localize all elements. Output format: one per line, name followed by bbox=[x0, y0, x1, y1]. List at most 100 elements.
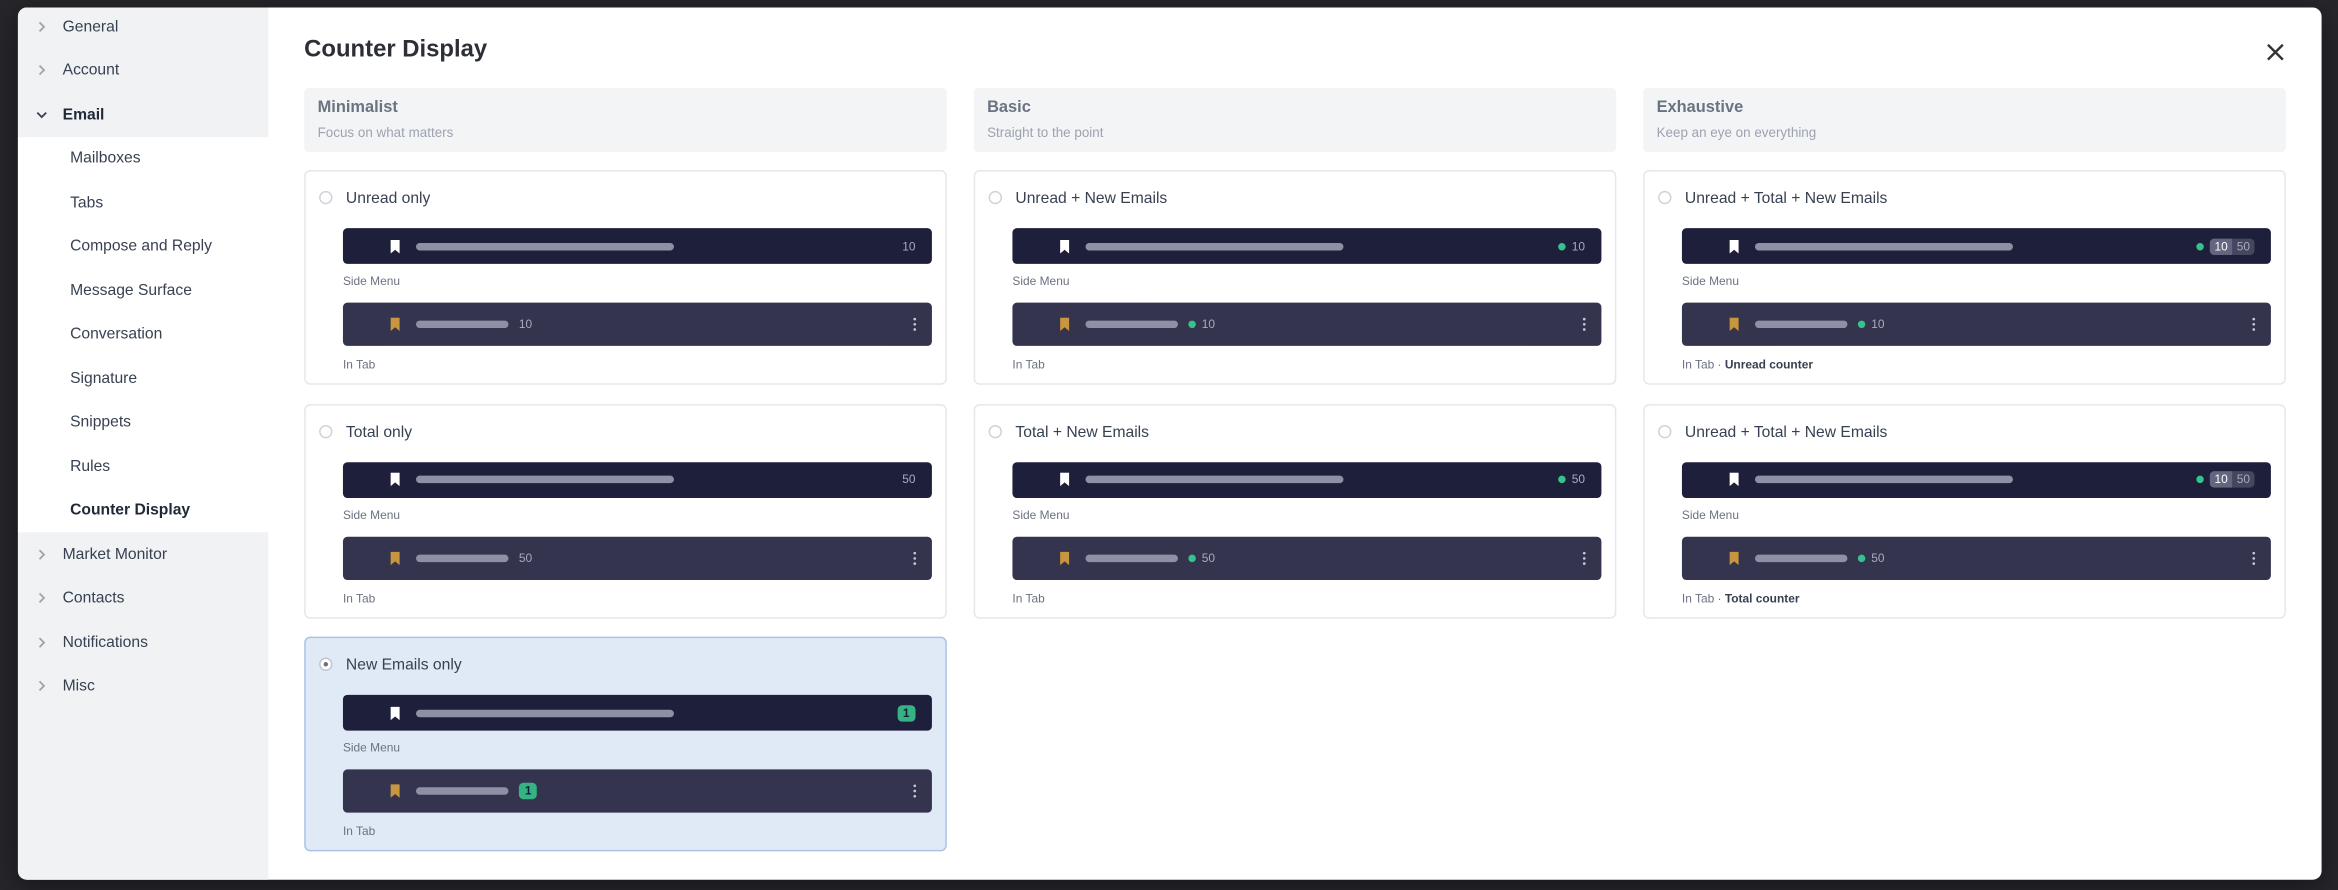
nav-label: General bbox=[62, 17, 119, 36]
bookmark-icon bbox=[390, 706, 400, 720]
nav-item[interactable]: Market Monitor bbox=[18, 532, 268, 576]
option-card[interactable]: Unread + Total + New Emails 10 50 Side Menu… bbox=[1643, 403, 2286, 619]
chevron-icon bbox=[38, 637, 46, 648]
new-badge: 1 bbox=[896, 704, 916, 721]
close-button[interactable] bbox=[2263, 40, 2287, 64]
option-label: Total only bbox=[345, 422, 413, 441]
placeholder-line bbox=[1085, 553, 1178, 562]
bookmark-icon bbox=[390, 784, 400, 798]
nav-item[interactable]: Account bbox=[18, 48, 268, 92]
preview-caption: In Tab · Unread counter bbox=[1682, 358, 1813, 371]
sidebar: General Account Email Mailboxes Tabs Compose … bbox=[17, 7, 269, 880]
placeholder-line bbox=[416, 242, 674, 250]
chevron-icon bbox=[36, 111, 47, 118]
counter-value: 50 bbox=[1571, 472, 1586, 487]
new-dot bbox=[2196, 475, 2205, 484]
caption-text: In Tab bbox=[1681, 357, 1715, 372]
counter: 10 bbox=[1857, 317, 1885, 332]
tab-preview: 10 bbox=[1681, 302, 2271, 346]
nav-subitem[interactable]: Message Surface bbox=[70, 281, 192, 300]
kebab-icon bbox=[913, 317, 917, 331]
tab-preview: 10 bbox=[342, 302, 932, 346]
tab-preview: 50 bbox=[342, 536, 932, 580]
nav-item[interactable]: Misc bbox=[18, 664, 268, 708]
column-subtitle: Straight to the point bbox=[987, 125, 1104, 141]
nav-item[interactable]: Email bbox=[18, 92, 268, 136]
counter-value: 10 bbox=[1871, 317, 1885, 332]
counter-value: 10 bbox=[2210, 471, 2233, 488]
bookmark-icon bbox=[1729, 317, 1739, 332]
preview-caption: Side Menu bbox=[342, 507, 400, 522]
radio-button[interactable] bbox=[319, 190, 333, 205]
bookmark-icon bbox=[1729, 550, 1739, 565]
nav-label: Notifications bbox=[62, 633, 148, 652]
option-card[interactable]: New Emails only 1 Side Menu 1 In Tab bbox=[304, 636, 947, 852]
preview-caption: In Tab · Total counter bbox=[1682, 591, 1800, 604]
new-dot bbox=[1558, 242, 1566, 250]
new-dot bbox=[1558, 475, 1566, 484]
kebab-icon bbox=[1582, 551, 1586, 565]
option-card[interactable]: Total + New Emails 50 Side Menu 50 In Tab bbox=[973, 403, 1617, 619]
new-dot bbox=[1188, 320, 1196, 329]
counter-value: 50 bbox=[2236, 472, 2251, 487]
nav-label: Market Monitor bbox=[62, 545, 168, 564]
bookmark-icon bbox=[390, 317, 400, 332]
nav-subitem[interactable]: Rules bbox=[70, 457, 111, 476]
placeholder-line bbox=[416, 787, 509, 795]
counter-value: 50 bbox=[2236, 239, 2251, 253]
caption-separator: · bbox=[1714, 357, 1725, 372]
preview-caption: Side Menu bbox=[1681, 274, 1739, 288]
radio-button[interactable] bbox=[1658, 190, 1672, 205]
placeholder-line bbox=[416, 553, 509, 562]
option-card[interactable]: Unread only 10 Side Menu 10 In Tab bbox=[304, 169, 947, 385]
column-title: Basic bbox=[987, 98, 1031, 117]
bookmark-icon bbox=[390, 550, 400, 565]
placeholder-line bbox=[1754, 320, 1848, 329]
radio-button[interactable] bbox=[319, 424, 333, 438]
nav-subitem[interactable]: Conversation bbox=[70, 325, 163, 344]
counter: 1 bbox=[518, 782, 538, 800]
placeholder-line bbox=[1754, 553, 1848, 562]
radio-button[interactable] bbox=[1658, 424, 1672, 438]
new-badge: 1 bbox=[518, 782, 538, 800]
tab-preview: 50 bbox=[1012, 536, 1602, 580]
column-header: Basic Straight to the point bbox=[973, 87, 1617, 153]
option-card[interactable]: Total only 50 Side Menu 50 In Tab bbox=[304, 403, 947, 619]
nav-item[interactable]: Notifications bbox=[18, 620, 268, 664]
nav-subitem[interactable]: Signature bbox=[70, 369, 138, 388]
option-label: Unread + Total + New Emails bbox=[1684, 189, 1888, 208]
nav-subitem[interactable]: Mailboxes bbox=[70, 149, 141, 168]
caption-text: In Tab bbox=[342, 357, 376, 372]
bookmark-icon bbox=[1060, 239, 1070, 253]
tab-preview: 50 bbox=[1681, 536, 2271, 580]
placeholder-line bbox=[416, 320, 509, 329]
nav-subitem[interactable]: Tabs bbox=[70, 193, 104, 212]
caption-text: In Tab bbox=[1012, 591, 1045, 605]
option-label: New Emails only bbox=[345, 656, 462, 674]
bookmark-icon bbox=[1060, 317, 1070, 332]
caption-text: In Tab bbox=[1681, 591, 1715, 605]
nav-subitem[interactable]: Counter Display bbox=[70, 501, 191, 520]
counter: 50 bbox=[1188, 551, 1215, 564]
placeholder-line bbox=[1085, 320, 1178, 329]
column-title: Exhaustive bbox=[1656, 98, 1744, 117]
radio-button[interactable] bbox=[988, 190, 1002, 205]
chevron-icon bbox=[38, 65, 46, 76]
radio-button[interactable] bbox=[988, 424, 1002, 438]
counter-value: 10 bbox=[1571, 239, 1586, 253]
new-dot bbox=[1857, 553, 1866, 562]
radio-button[interactable] bbox=[319, 657, 333, 671]
nav-item[interactable]: General bbox=[18, 7, 268, 48]
nav-subitem[interactable]: Compose and Reply bbox=[70, 237, 212, 256]
nav-subitem[interactable]: Snippets bbox=[70, 413, 132, 432]
placeholder-line bbox=[1754, 242, 2013, 250]
option-card[interactable]: Unread + Total + New Emails 10 50 Side Menu… bbox=[1643, 169, 2286, 385]
preview-caption: Side Menu bbox=[1012, 274, 1070, 288]
placeholder-line bbox=[416, 475, 674, 484]
option-card[interactable]: Unread + New Emails 10 Side Menu 10 In Tab bbox=[973, 169, 1617, 385]
nav-item[interactable]: Contacts bbox=[18, 576, 268, 620]
caption-text: In Tab bbox=[342, 824, 376, 838]
option-label: Unread only bbox=[345, 189, 431, 208]
kebab-icon bbox=[1582, 317, 1586, 331]
